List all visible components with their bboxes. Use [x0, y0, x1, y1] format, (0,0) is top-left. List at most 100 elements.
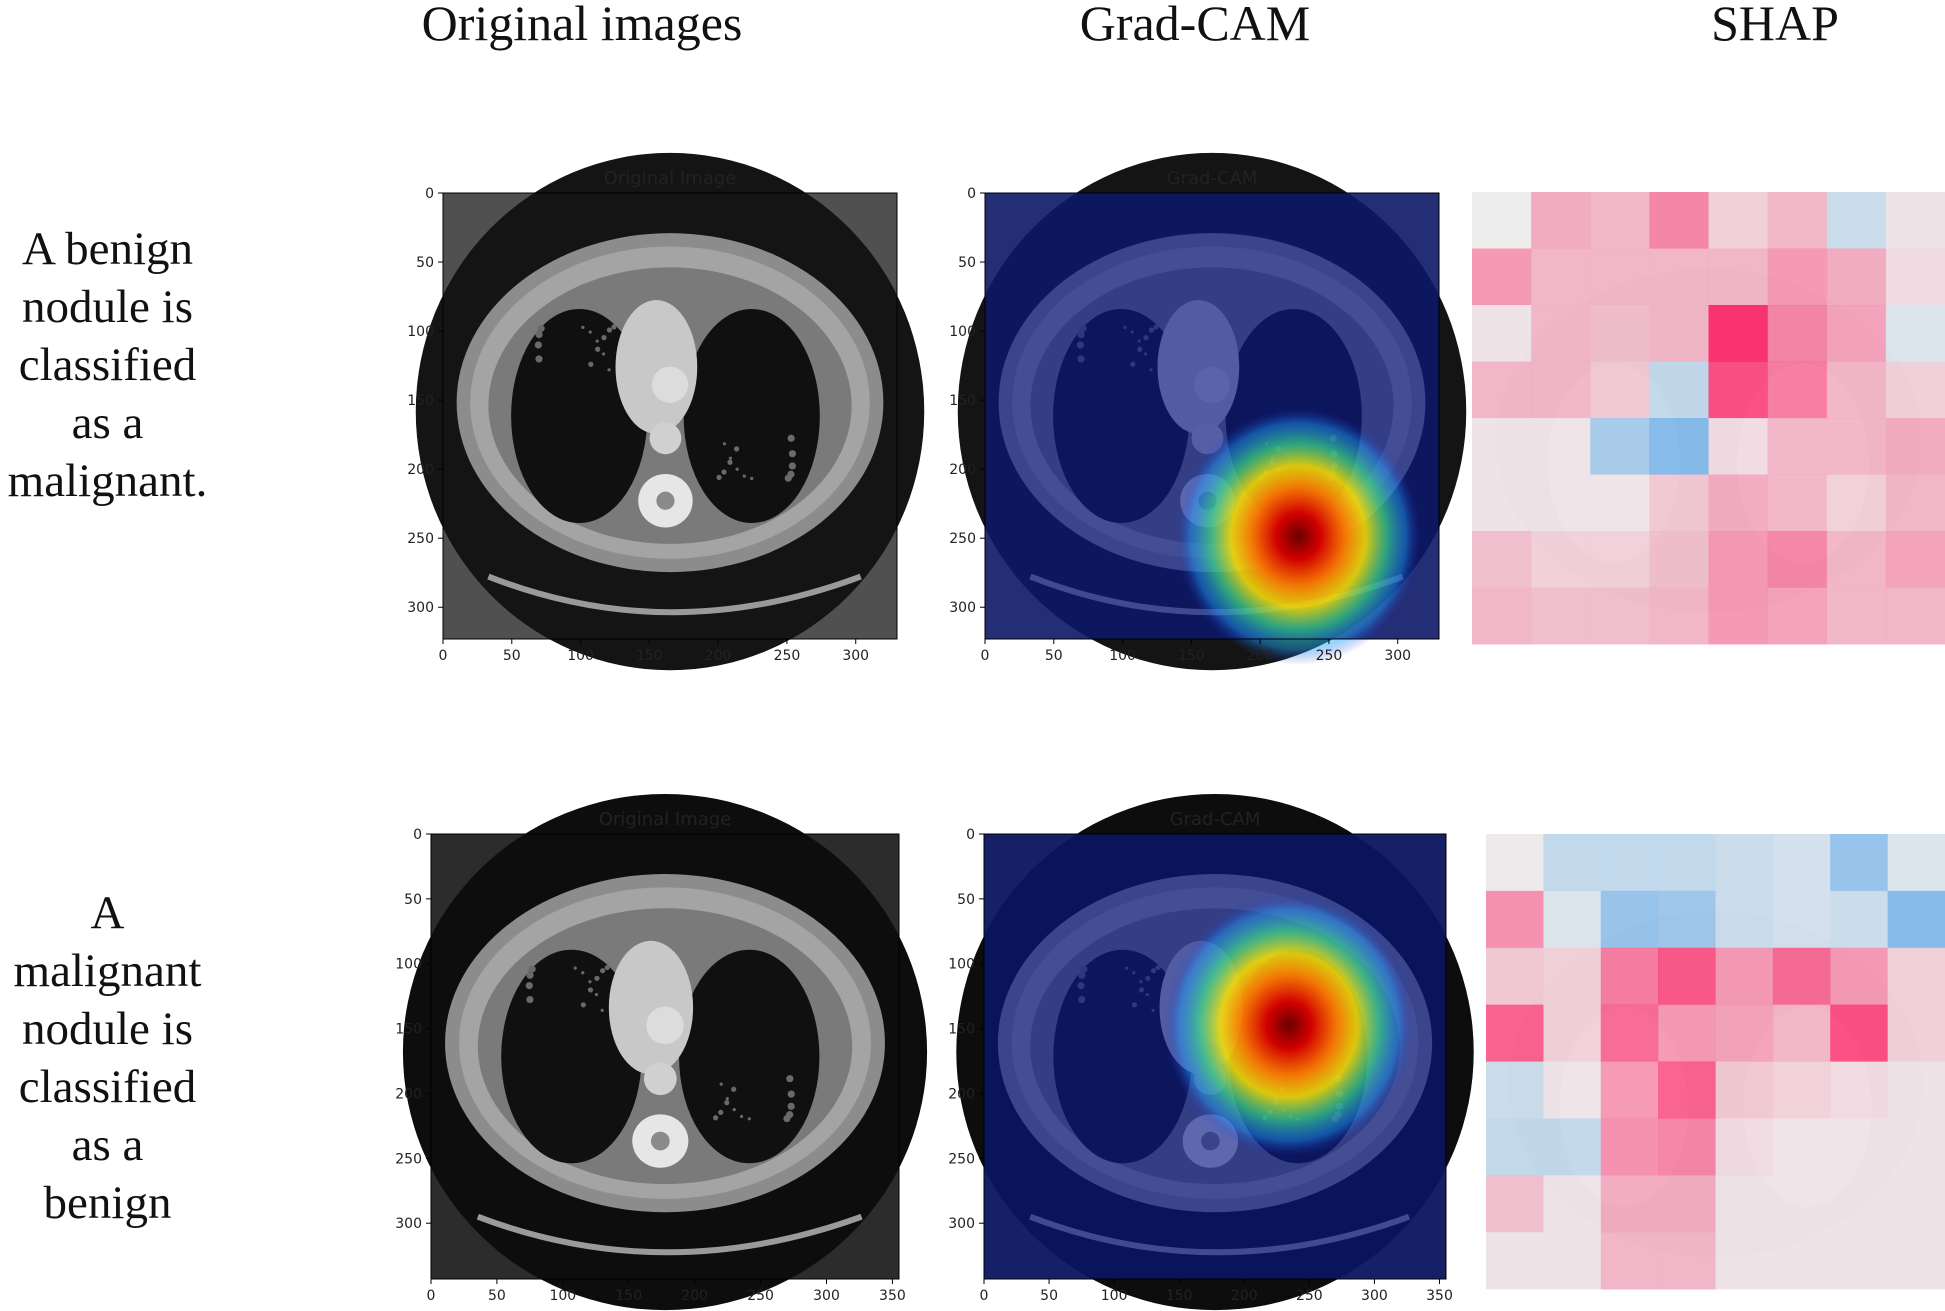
- shap-cell: [1708, 418, 1769, 475]
- x-tick-label: 300: [1384, 648, 1411, 664]
- x-tick-label: 250: [1316, 648, 1343, 664]
- shap-cell: [1830, 947, 1889, 1006]
- shap-cell: [1543, 834, 1602, 892]
- x-tick-label: 0: [439, 648, 448, 664]
- shap-cell: [1767, 531, 1828, 588]
- shap-cell: [1472, 531, 1532, 588]
- shap-cell: [1772, 1175, 1831, 1233]
- x-tick-label: 50: [488, 1288, 506, 1304]
- shap-cell: [1472, 248, 1532, 306]
- shap-cell: [1658, 1118, 1716, 1176]
- shap-cell: [1590, 361, 1650, 419]
- shap-cell: [1830, 1118, 1889, 1176]
- shap-cell: [1826, 248, 1887, 306]
- shap-cell: [1887, 890, 1945, 949]
- shap-cell: [1658, 1232, 1716, 1290]
- shap-cell: [1767, 305, 1828, 362]
- shap-cell: [1600, 890, 1659, 949]
- shap-cell: [1885, 305, 1945, 362]
- y-tick-label: 150: [407, 393, 434, 409]
- x-tick-label: 100: [1109, 648, 1136, 664]
- shap-cell: [1708, 361, 1769, 419]
- y-tick-label: 200: [948, 1086, 975, 1102]
- shap-cell: [1715, 890, 1774, 949]
- column-header-gradcam: Grad-CAM: [1079, 0, 1311, 51]
- shap-cell: [1590, 418, 1650, 475]
- shap-cell: [1887, 1118, 1945, 1176]
- shap-cell: [1658, 947, 1716, 1006]
- shap-cell: [1600, 1232, 1659, 1290]
- row-label-1-line-2: nodule is: [21, 281, 194, 333]
- shap-cell: [1715, 1004, 1774, 1062]
- x-tick-label: 350: [879, 1288, 906, 1304]
- y-tick-label: 0: [425, 186, 434, 202]
- gradcam-heatmap-image: [956, 793, 1474, 1311]
- row-label-2-line-2: malignant: [13, 945, 202, 997]
- shap-cell: [1649, 248, 1709, 306]
- x-tick-label: 150: [1166, 1288, 1193, 1304]
- shap-cell: [1531, 587, 1591, 645]
- shap-cell: [1715, 1175, 1774, 1233]
- shap-cell: [1531, 474, 1591, 532]
- row-2-shap-plot: [1486, 834, 1945, 1290]
- shap-cell: [1472, 474, 1532, 532]
- shap-cell: [1472, 192, 1532, 249]
- x-tick-label: 200: [1247, 648, 1274, 664]
- y-tick-label: 250: [407, 531, 434, 547]
- y-tick-label: 300: [395, 1216, 422, 1232]
- x-tick-label: 250: [774, 648, 801, 664]
- shap-cell: [1486, 1175, 1544, 1233]
- shap-cell: [1590, 192, 1650, 249]
- x-tick-label: 50: [1040, 1288, 1058, 1304]
- shap-cell: [1826, 361, 1887, 419]
- shap-cell: [1885, 587, 1945, 645]
- shap-cell: [1887, 1175, 1945, 1233]
- shap-cell: [1531, 192, 1591, 249]
- column-header-shap: SHAP: [1711, 0, 1839, 51]
- shap-cell: [1531, 531, 1591, 588]
- shap-cell: [1715, 947, 1774, 1006]
- shap-cell: [1472, 418, 1532, 475]
- x-tick-label: 50: [503, 648, 521, 664]
- y-tick-label: 50: [404, 892, 422, 908]
- y-tick-label: 200: [949, 462, 976, 478]
- x-tick-label: 50: [1045, 648, 1063, 664]
- ct-scan-image: [415, 152, 925, 671]
- x-tick-label: 300: [1361, 1288, 1388, 1304]
- shap-cell: [1649, 587, 1709, 645]
- row-2-original-plot: 0 50 100 150 200 250 300 350 0 50 100 150 200 250 300 O…: [387, 793, 928, 1311]
- shap-cell: [1826, 192, 1887, 249]
- shap-cell: [1658, 834, 1716, 892]
- y-tick-label: 250: [948, 1151, 975, 1167]
- shap-cell: [1649, 305, 1709, 362]
- shap-cell: [1715, 1118, 1774, 1176]
- shap-cell: [1472, 361, 1532, 419]
- shap-cell: [1600, 1118, 1659, 1176]
- x-tick-label: 100: [1101, 1288, 1128, 1304]
- shap-cell: [1649, 418, 1709, 475]
- shap-cell: [1543, 1232, 1602, 1290]
- y-tick-label: 300: [407, 600, 434, 616]
- shap-cell: [1531, 248, 1591, 306]
- shap-cell: [1767, 474, 1828, 532]
- shap-cell: [1887, 834, 1945, 892]
- shap-cell: [1590, 531, 1650, 588]
- shap-cell: [1885, 361, 1945, 419]
- shap-cell: [1486, 1004, 1544, 1062]
- shap-cell: [1543, 1175, 1602, 1233]
- shap-cell: [1658, 890, 1716, 949]
- shap-cell: [1715, 1232, 1774, 1290]
- shap-cell: [1887, 1232, 1945, 1290]
- x-tick-label: 250: [1296, 1288, 1323, 1304]
- shap-cell: [1826, 305, 1887, 362]
- shap-cell: [1658, 1061, 1716, 1119]
- panel-title: Grad-CAM: [1170, 809, 1261, 830]
- row-label-2-line-5: as a: [71, 1119, 144, 1171]
- x-tick-label: 200: [705, 648, 732, 664]
- shap-cell: [1772, 947, 1831, 1006]
- shap-cell: [1708, 305, 1769, 362]
- shap-cell: [1826, 587, 1887, 645]
- gradcam-heatmap-image: [957, 152, 1467, 671]
- shap-cell: [1543, 1118, 1602, 1176]
- y-tick-label: 50: [957, 892, 975, 908]
